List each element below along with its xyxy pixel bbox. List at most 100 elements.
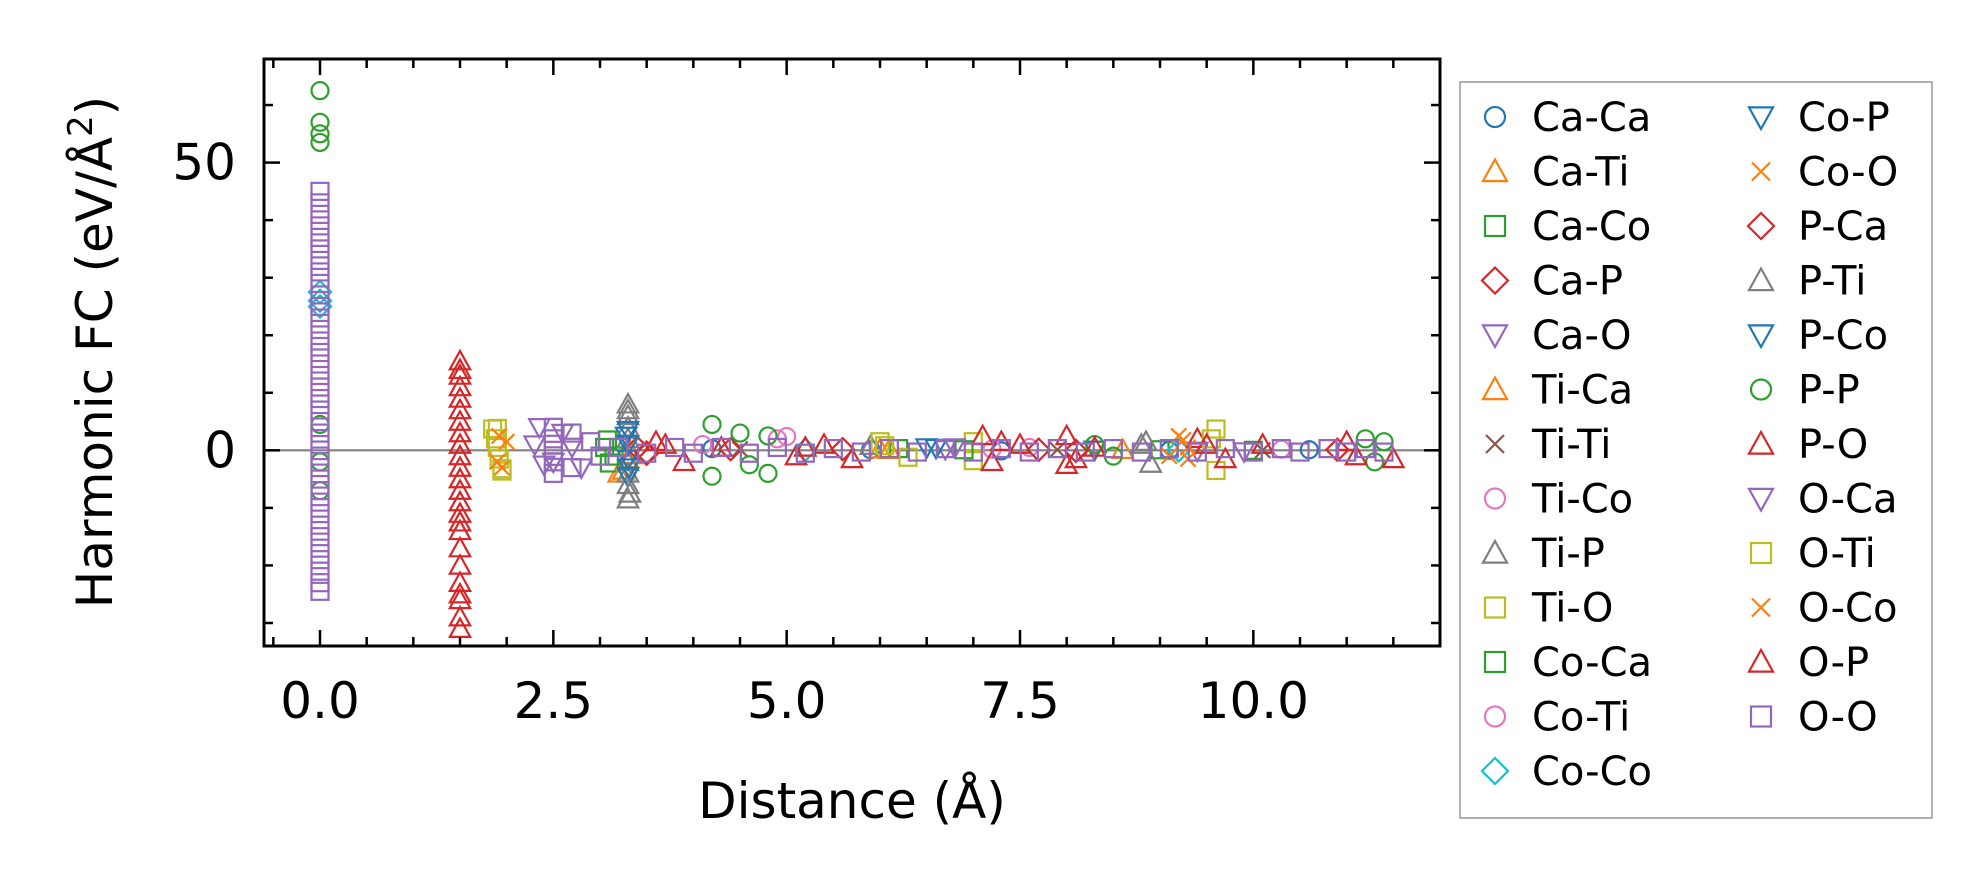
data-point-o-p (793, 434, 818, 457)
data-point-p-o (1054, 452, 1079, 474)
data-point-o-o (310, 296, 330, 317)
points-layer (307, 81, 1406, 638)
data-point-o-p (447, 509, 473, 532)
legend-item-co-ti: Co-Ti (1483, 695, 1630, 741)
legend-marker-p-o (1747, 429, 1775, 455)
data-point-ti-p (615, 391, 641, 414)
legend-marker-p-ti (1747, 266, 1775, 292)
data-point-o-o (310, 581, 330, 601)
legend-item-o-ti: O-Ti (1749, 531, 1876, 577)
data-point-o-o (310, 262, 330, 282)
data-point-p-o (447, 443, 473, 466)
ticks-layer (264, 59, 1440, 646)
legend-label: Co-Co (1532, 749, 1652, 795)
data-point-ca-o (559, 437, 585, 460)
data-point-o-o (1271, 439, 1291, 459)
legend-marker-ca-p (1480, 265, 1510, 296)
data-point-o-p (1343, 443, 1369, 466)
legend-item-p-co: P-Co (1747, 313, 1888, 359)
data-point-o-o (665, 437, 685, 458)
legend-marker-co-ti (1483, 705, 1507, 728)
y-axis-label: Harmonic FC (eV/Å2) (61, 96, 124, 608)
legend-item-ca-p: Ca-P (1480, 259, 1623, 305)
data-point-o-o (310, 227, 330, 248)
data-point-o-co (488, 453, 506, 471)
data-point-p-o (979, 449, 1005, 472)
data-point-o-o (963, 442, 983, 462)
legend-marker-ca-co (1483, 214, 1507, 238)
legend-item-p-ti: P-Ti (1747, 259, 1866, 305)
data-point-o-o (310, 319, 330, 340)
y-tick-label: 0 (204, 421, 236, 479)
data-point-o-o (609, 437, 629, 458)
data-point-o-o (637, 443, 657, 463)
data-point-o-ti (492, 459, 512, 479)
data-point-p-p (310, 452, 330, 472)
data-point-o-o (1131, 442, 1151, 462)
data-point-p-o (839, 446, 865, 469)
data-point-co-p (615, 420, 641, 443)
legend-marker-co-o (1751, 161, 1771, 182)
legend-marker-co-co (1480, 756, 1510, 786)
data-point-p-p (310, 132, 330, 153)
data-point-o-o (543, 429, 563, 449)
data-point-o-o (310, 434, 330, 455)
legend-label: P-Co (1798, 313, 1888, 359)
data-point-p-o (447, 455, 473, 477)
legend-item-ti-co: Ti-Co (1483, 477, 1633, 523)
data-point-ca-p (830, 436, 856, 462)
legend-label: O-P (1798, 640, 1869, 686)
y-axis-label-end: ) (66, 96, 124, 116)
legend-marker-p-co (1747, 324, 1775, 350)
legend-label: Ca-Co (1532, 204, 1651, 250)
data-point-o-o (543, 440, 563, 460)
data-point-o-o (907, 442, 927, 462)
legend-item-co-ca: Co-Ca (1483, 640, 1652, 686)
data-point-p-o (447, 386, 473, 408)
legend-marker-ti-p (1481, 538, 1509, 564)
data-point-o-ti (875, 436, 895, 456)
data-point-o-o (1159, 439, 1179, 459)
legend-label: P-O (1798, 422, 1868, 468)
data-point-o-o (310, 342, 330, 363)
data-point-p-ti (615, 397, 641, 420)
legend-marker-p-ca (1746, 211, 1776, 241)
data-point-o-o (683, 443, 703, 463)
legend-marker-ti-co (1483, 487, 1507, 510)
data-point-o-o (310, 481, 330, 501)
legend-label: P-Ti (1798, 259, 1866, 305)
data-point-o-o (310, 181, 330, 201)
legend-marker-ti-o (1483, 596, 1507, 619)
legend-label: O-Ti (1798, 531, 1876, 577)
data-point-o-o (795, 443, 815, 463)
data-point-o-o (310, 527, 330, 547)
data-point-o-o (310, 550, 330, 570)
data-point-p-o (447, 409, 473, 431)
data-point-o-o (1019, 442, 1039, 462)
legend-label: P-P (1798, 368, 1860, 414)
legend-item-ca-ca: Ca-Ca (1483, 95, 1651, 141)
data-point-ca-o (522, 435, 547, 458)
data-point-o-o (310, 204, 330, 224)
legend-marker-o-ti (1749, 541, 1773, 565)
data-point-ti-co (1271, 439, 1291, 459)
data-point-o-o (739, 443, 759, 463)
data-point-o-o (310, 388, 330, 409)
data-point-ti-p (615, 403, 641, 426)
data-point-o-o (310, 239, 330, 259)
x-tick-label: 10.0 (1198, 672, 1309, 730)
data-point-p-o (447, 420, 473, 443)
data-point-o-o (310, 457, 330, 478)
legend-marker-o-p (1747, 647, 1775, 673)
data-point-p-ca (718, 436, 744, 462)
data-point-o-o (310, 273, 330, 294)
data-point-o-o (543, 463, 563, 483)
data-point-p-p (702, 414, 722, 435)
data-point-o-o (991, 439, 1011, 459)
data-point-p-o (447, 478, 473, 500)
data-point-o-o (543, 452, 563, 472)
legend-item-p-o: P-O (1747, 422, 1868, 468)
data-point-o-o (310, 377, 330, 397)
data-point-p-co (614, 426, 639, 449)
data-point-o-o (310, 216, 330, 236)
